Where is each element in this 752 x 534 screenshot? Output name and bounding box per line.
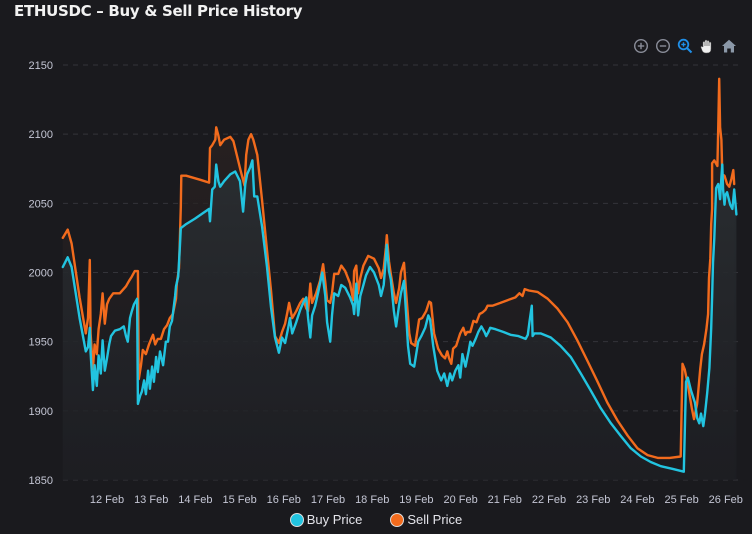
reset-home-button[interactable] [720, 37, 738, 55]
x-tick-label: 14 Feb [178, 494, 212, 506]
legend-item-buy-price[interactable]: Buy Price [289, 512, 363, 527]
series-areas [62, 78, 737, 481]
pan-button[interactable] [698, 37, 716, 55]
chart-toolbar [632, 37, 738, 55]
x-tick-label: 18 Feb [355, 494, 389, 506]
zoom-selection-button[interactable] [676, 37, 694, 55]
x-tick-label: 21 Feb [488, 494, 522, 506]
legend-item-sell-price[interactable]: Sell Price [390, 512, 462, 527]
y-tick-label: 1900 [29, 406, 53, 418]
y-tick-label: 2050 [29, 198, 53, 210]
zoom-selection-icon [677, 38, 693, 54]
y-axis-ticks: 1850 1900 1950 2000 2050 2100 2150 [29, 60, 53, 487]
x-axis-ticks: 12 Feb 13 Feb 14 Feb 15 Feb 16 Feb 17 Feb 18 F… [90, 494, 743, 506]
sell-price-line[interactable] [61, 77, 736, 460]
x-tick-label: 23 Feb [576, 494, 610, 506]
zoom-out-icon [655, 38, 671, 54]
legend-label-buy: Buy Price [306, 512, 363, 527]
x-tick-label: 22 Feb [532, 494, 566, 506]
chart-title: ETHUSDC – Buy & Sell Price History [14, 2, 303, 20]
zoom-in-button[interactable] [632, 37, 650, 55]
zoom-out-button[interactable] [654, 37, 672, 55]
x-tick-label: 19 Feb [399, 494, 433, 506]
buy-price-line[interactable] [61, 159, 738, 473]
home-icon [722, 39, 736, 53]
x-tick-label: 12 Feb [90, 494, 124, 506]
x-tick-label: 16 Feb [267, 494, 301, 506]
y-tick-label: 2100 [29, 129, 53, 141]
x-tick-label: 15 Feb [222, 494, 256, 506]
series-lines [61, 77, 738, 473]
chart-legend: Buy Price Sell Price [0, 512, 752, 527]
y-tick-label: 1850 [29, 475, 53, 487]
y-tick-label: 2000 [29, 268, 53, 280]
legend-marker-buy [289, 512, 304, 527]
zoom-in-icon [633, 38, 649, 54]
x-tick-label: 20 Feb [443, 494, 477, 506]
legend-marker-sell [390, 512, 405, 527]
x-tick-label: 13 Feb [134, 494, 168, 506]
y-tick-label: 2150 [29, 60, 53, 72]
x-tick-label: 24 Feb [620, 494, 654, 506]
buy-price-area [62, 160, 737, 480]
x-tick-label: 25 Feb [664, 494, 698, 506]
y-tick-label: 1950 [29, 337, 53, 349]
x-tick-label: 17 Feb [311, 494, 345, 506]
x-tick-label: 26 Feb [709, 494, 743, 506]
legend-label-sell: Sell Price [407, 512, 463, 527]
pan-hand-icon [700, 39, 712, 54]
